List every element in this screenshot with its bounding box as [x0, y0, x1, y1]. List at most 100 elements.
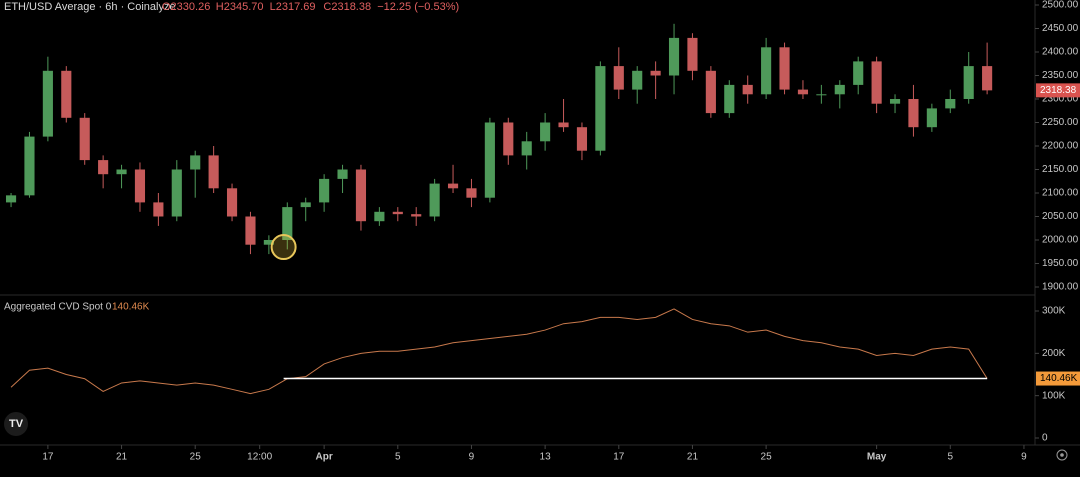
candle-body	[411, 214, 422, 217]
candle-body	[374, 211, 385, 222]
candle-body	[355, 169, 367, 222]
x-tick-label: 17	[613, 452, 625, 463]
candle-body	[190, 155, 201, 170]
x-tick-label: 5	[948, 452, 954, 463]
candle-body	[484, 122, 495, 198]
chart-title: ETH/USD Average · 6h · Coinalyze	[4, 1, 176, 13]
x-tick-label: 5	[395, 452, 401, 463]
candle-body	[319, 178, 330, 203]
x-tick-label: 21	[687, 452, 699, 463]
candle-body	[558, 122, 569, 128]
ohlc-header: O2330.26 H2345.70 L2317.69 C2318.38 −12.25 (…	[162, 1, 459, 13]
y-tick-label: 200K	[1042, 348, 1066, 359]
candle-body	[650, 70, 661, 76]
highlight-circle	[270, 234, 297, 261]
candle-body	[926, 108, 937, 128]
y-tick-label: 2250.00	[1042, 117, 1079, 128]
x-tick-label: Apr	[316, 452, 333, 463]
candle-body	[116, 169, 127, 175]
x-tick-label: 12:00	[247, 452, 272, 463]
candle-body	[871, 61, 882, 104]
last-value-label: 140.46K	[1040, 373, 1078, 384]
y-tick-label: 100K	[1042, 390, 1066, 401]
candle-body	[392, 211, 403, 215]
x-tick-label: 13	[540, 452, 552, 463]
ohlc-value: C2318.38	[323, 1, 371, 13]
candle-body	[337, 169, 348, 179]
last-price-label: 2318.38	[1040, 85, 1077, 96]
y-tick-label: 1950.00	[1042, 258, 1079, 269]
candle-body	[171, 169, 182, 217]
y-tick-label: 2050.00	[1042, 211, 1079, 222]
candle-body	[632, 70, 643, 90]
candle-body	[853, 61, 864, 85]
y-tick-label: 2500.00	[1042, 0, 1079, 11]
candle-body	[447, 183, 459, 189]
candle-body	[889, 99, 901, 104]
x-tick-label: 25	[761, 452, 773, 463]
candle-body	[245, 216, 256, 245]
x-tick-label: 9	[1021, 452, 1027, 463]
y-tick-label: 2350.00	[1042, 70, 1079, 81]
candle-body	[61, 70, 72, 118]
candle-body	[208, 155, 219, 189]
y-tick-label: 2200.00	[1042, 141, 1079, 152]
candle-body	[834, 84, 845, 95]
candle-body	[705, 70, 716, 114]
candle-body	[779, 47, 790, 90]
cvd-title: Aggregated CVD Spot 0	[4, 302, 112, 313]
candle-body	[521, 141, 532, 156]
candle-body	[963, 66, 974, 99]
marks: 2500.00 2450.00 2400.00 2350.00 2300.00 2250.…	[5, 0, 1080, 463]
candle-body	[945, 99, 956, 109]
svg-text:TV: TV	[9, 418, 24, 430]
candle-body	[797, 89, 809, 95]
candle-body	[98, 160, 109, 175]
y-tick-label: 1900.00	[1042, 282, 1079, 293]
x-tick-label: 21	[116, 452, 128, 463]
candle-body	[134, 169, 146, 203]
candle-body	[761, 47, 772, 95]
y-tick-label: 300K	[1042, 306, 1066, 317]
y-tick-label: 2300.00	[1042, 94, 1079, 105]
ohlc-value: −12.25 (−0.53%)	[377, 1, 459, 13]
candle-body	[503, 122, 514, 156]
candle-body	[5, 195, 17, 203]
candle-body	[724, 84, 735, 114]
x-tick-label: May	[867, 452, 887, 463]
candle-body	[668, 37, 680, 76]
candle-body	[263, 240, 274, 245]
ohlc-value: L2317.69	[270, 1, 316, 13]
x-tick-label: 17	[42, 452, 54, 463]
y-tick-label: 2100.00	[1042, 188, 1079, 199]
cvd-line	[10, 308, 988, 395]
candle-body	[908, 99, 919, 128]
tv-logo: TV	[4, 412, 28, 436]
x-tick-label: 9	[469, 452, 475, 463]
ohlc-value: O2330.26	[162, 1, 210, 13]
y-tick-label: 0	[1042, 433, 1048, 444]
candle-body	[816, 94, 827, 96]
candle-body	[466, 188, 477, 198]
candle-body	[226, 188, 238, 217]
candle-body	[540, 122, 551, 142]
y-tick-label: 2000.00	[1042, 235, 1079, 246]
y-tick-label: 2150.00	[1042, 164, 1079, 175]
candle-body	[300, 202, 311, 208]
ohlc-value: H2345.70	[216, 1, 264, 13]
candle-body	[42, 70, 53, 137]
y-tick-label: 2400.00	[1042, 47, 1079, 58]
candle-body	[982, 66, 993, 91]
candle-body	[429, 183, 440, 217]
candle-body	[576, 127, 588, 151]
cvd-value: 140.46K	[112, 302, 150, 313]
candle-body	[613, 66, 624, 90]
last-price-box	[1036, 83, 1080, 98]
candle-body	[742, 84, 753, 95]
candle-body	[79, 117, 90, 161]
candle-body	[595, 66, 606, 151]
last-value-box	[1036, 371, 1080, 386]
settings-icon[interactable]	[1056, 449, 1068, 461]
